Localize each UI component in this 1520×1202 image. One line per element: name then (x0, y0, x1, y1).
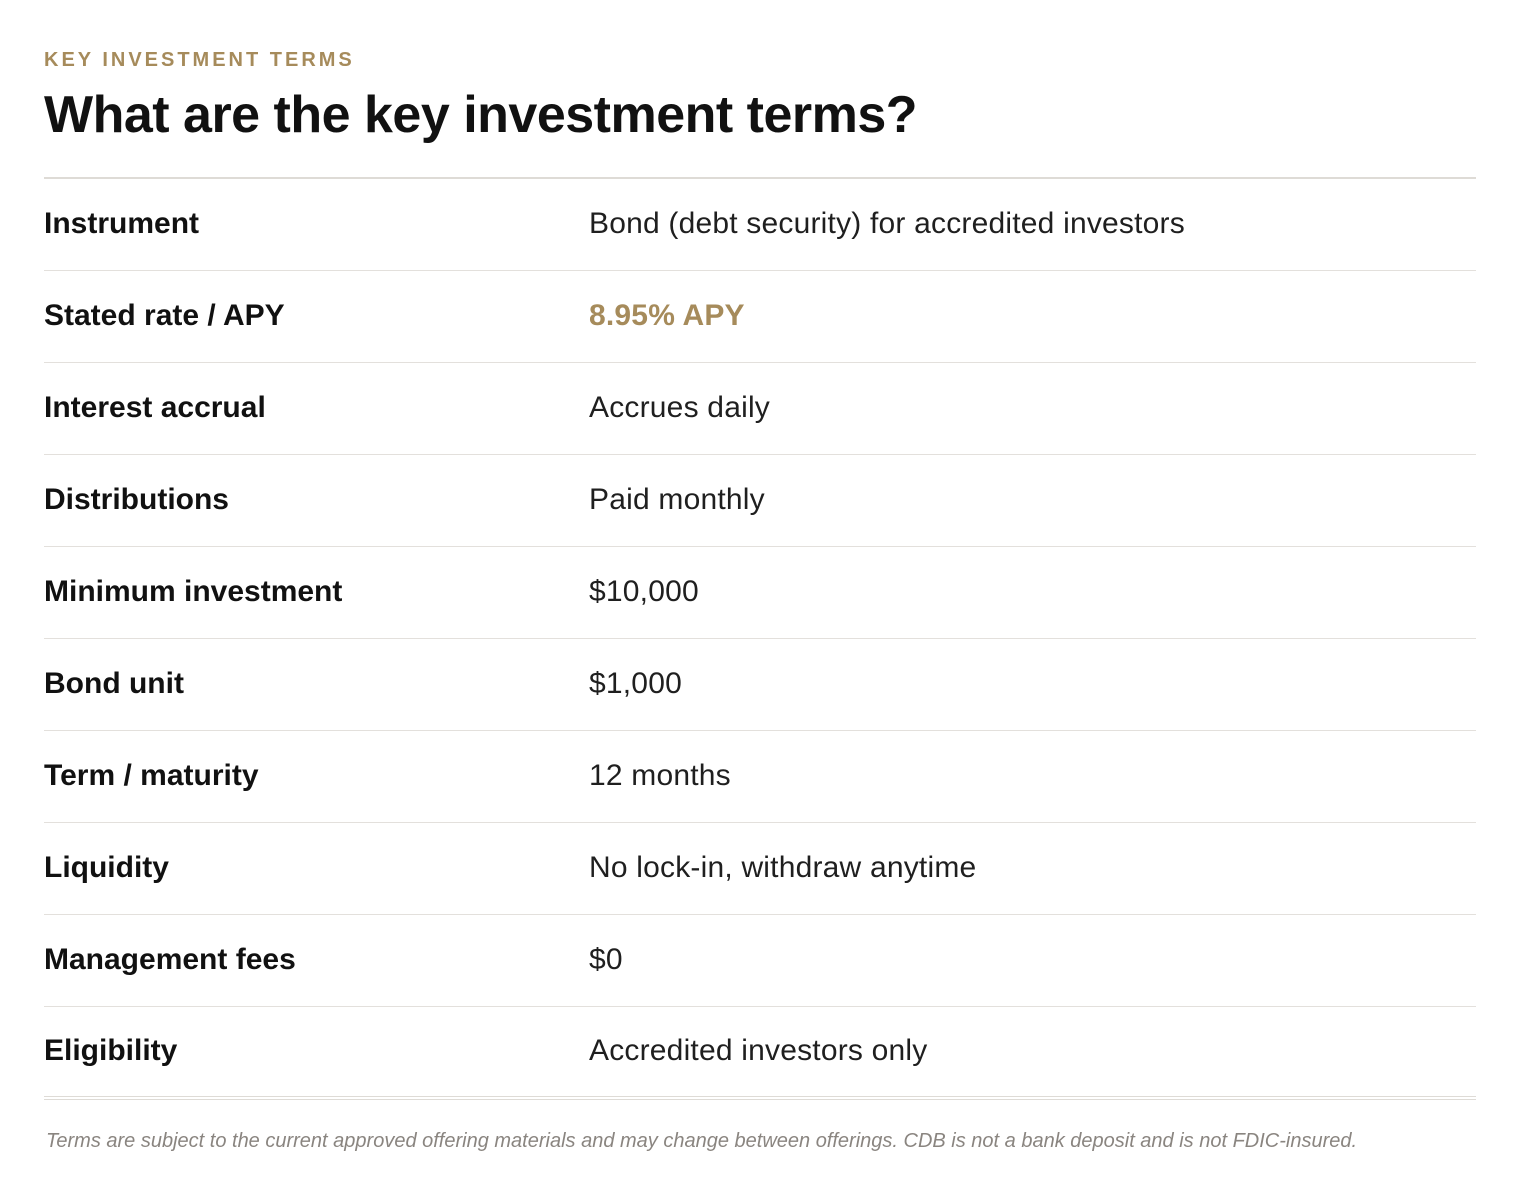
terms-table: Instrument Bond (debt security) for accr… (44, 177, 1476, 1100)
term-value: Bond (debt security) for accredited inve… (589, 207, 1185, 241)
term-value: Accrues daily (589, 391, 771, 424)
table-row: Instrument Bond (debt security) for accr… (44, 178, 1476, 270)
table-row: Minimum investment $10,000 (44, 546, 1476, 638)
table-row: Distributions Paid monthly (44, 454, 1476, 546)
term-label: Liquidity (44, 851, 169, 884)
apy-value: 8.95% APY (589, 299, 745, 332)
term-value: Accredited investors only (589, 1034, 928, 1068)
term-value: $10,000 (589, 575, 699, 608)
table-row: Bond unit $1,000 (44, 638, 1476, 730)
section-eyebrow: KEY INVESTMENT TERMS (44, 49, 355, 71)
term-label: Eligibility (44, 1034, 178, 1068)
table-row: Term / maturity 12 months (44, 730, 1476, 822)
table-row: Stated rate / APY 8.95% APY (44, 270, 1476, 362)
table-row: Eligibility Accredited investors only (44, 1006, 1476, 1098)
term-label: Distributions (44, 483, 229, 516)
table-row: Interest accrual Accrues daily (44, 362, 1476, 454)
term-value: 12 months (589, 759, 731, 792)
term-label: Interest accrual (44, 391, 266, 424)
table-row: Management fees $0 (44, 914, 1476, 1006)
term-label: Minimum investment (44, 575, 343, 608)
page-title: What are the key investment terms? (44, 86, 918, 144)
term-value: No lock-in, withdraw anytime (589, 851, 977, 884)
disclaimer-text: Terms are subject to the current approve… (46, 1130, 1358, 1152)
table-row: Liquidity No lock-in, withdraw anytime (44, 822, 1476, 914)
term-label: Stated rate / APY (44, 299, 285, 332)
term-label: Term / maturity (44, 759, 259, 792)
term-label: Bond unit (44, 667, 184, 700)
term-value: $0 (589, 943, 623, 976)
term-value: Paid monthly (589, 483, 765, 516)
term-value: $1,000 (589, 667, 682, 700)
term-label: Management fees (44, 943, 296, 976)
term-label: Instrument (44, 207, 200, 241)
